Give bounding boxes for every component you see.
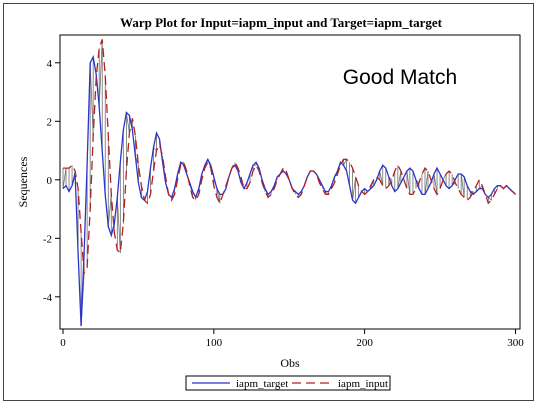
series-line-iapm-target: [62, 54, 516, 327]
warp-line: [460, 173, 465, 198]
x-tick-label: 300: [507, 337, 524, 349]
warp-line: [352, 176, 357, 201]
warp-line: [107, 194, 112, 227]
legend: iapm_target iapm_input: [185, 375, 391, 391]
x-axis-label: Obs: [280, 356, 300, 370]
warp-line: [98, 39, 103, 107]
y-tick-label: -4: [43, 292, 53, 304]
warp-line: [433, 173, 438, 195]
x-tick-label: 100: [206, 337, 223, 349]
warp-line: [116, 197, 121, 253]
y-axis-label: Sequences: [16, 156, 30, 207]
warp-line: [488, 197, 492, 201]
y-tick-label: 0: [47, 175, 53, 187]
warp-line: [343, 159, 347, 166]
axis-ticks: 0 100 200 300 -4 -2 0 2 4: [43, 58, 524, 349]
plot-area-border: [59, 34, 521, 330]
legend-label-iapm-input: iapm_input: [338, 378, 388, 390]
warp-line: [125, 112, 130, 134]
good-match-annotation: Good Match: [343, 66, 457, 89]
y-tick-label: 2: [47, 116, 53, 128]
warp-line: [406, 170, 411, 195]
warp-line: [89, 62, 94, 136]
warp-line: [397, 170, 402, 189]
legend-label-iapm-target: iapm_target: [236, 378, 288, 390]
y-tick-label: 4: [47, 58, 53, 70]
chart-title: Warp Plot for Input=iapm_input and Targe…: [120, 15, 443, 30]
warp-line: [424, 170, 429, 195]
warp-line: [379, 170, 384, 186]
warp-line: [62, 168, 67, 189]
legend-box: [185, 375, 391, 391]
x-tick-label: 200: [356, 337, 373, 349]
x-tick-label: 0: [60, 337, 66, 349]
chart-frame: [3, 3, 534, 401]
series-lines: [62, 39, 516, 327]
y-tick-label: -2: [43, 233, 52, 245]
